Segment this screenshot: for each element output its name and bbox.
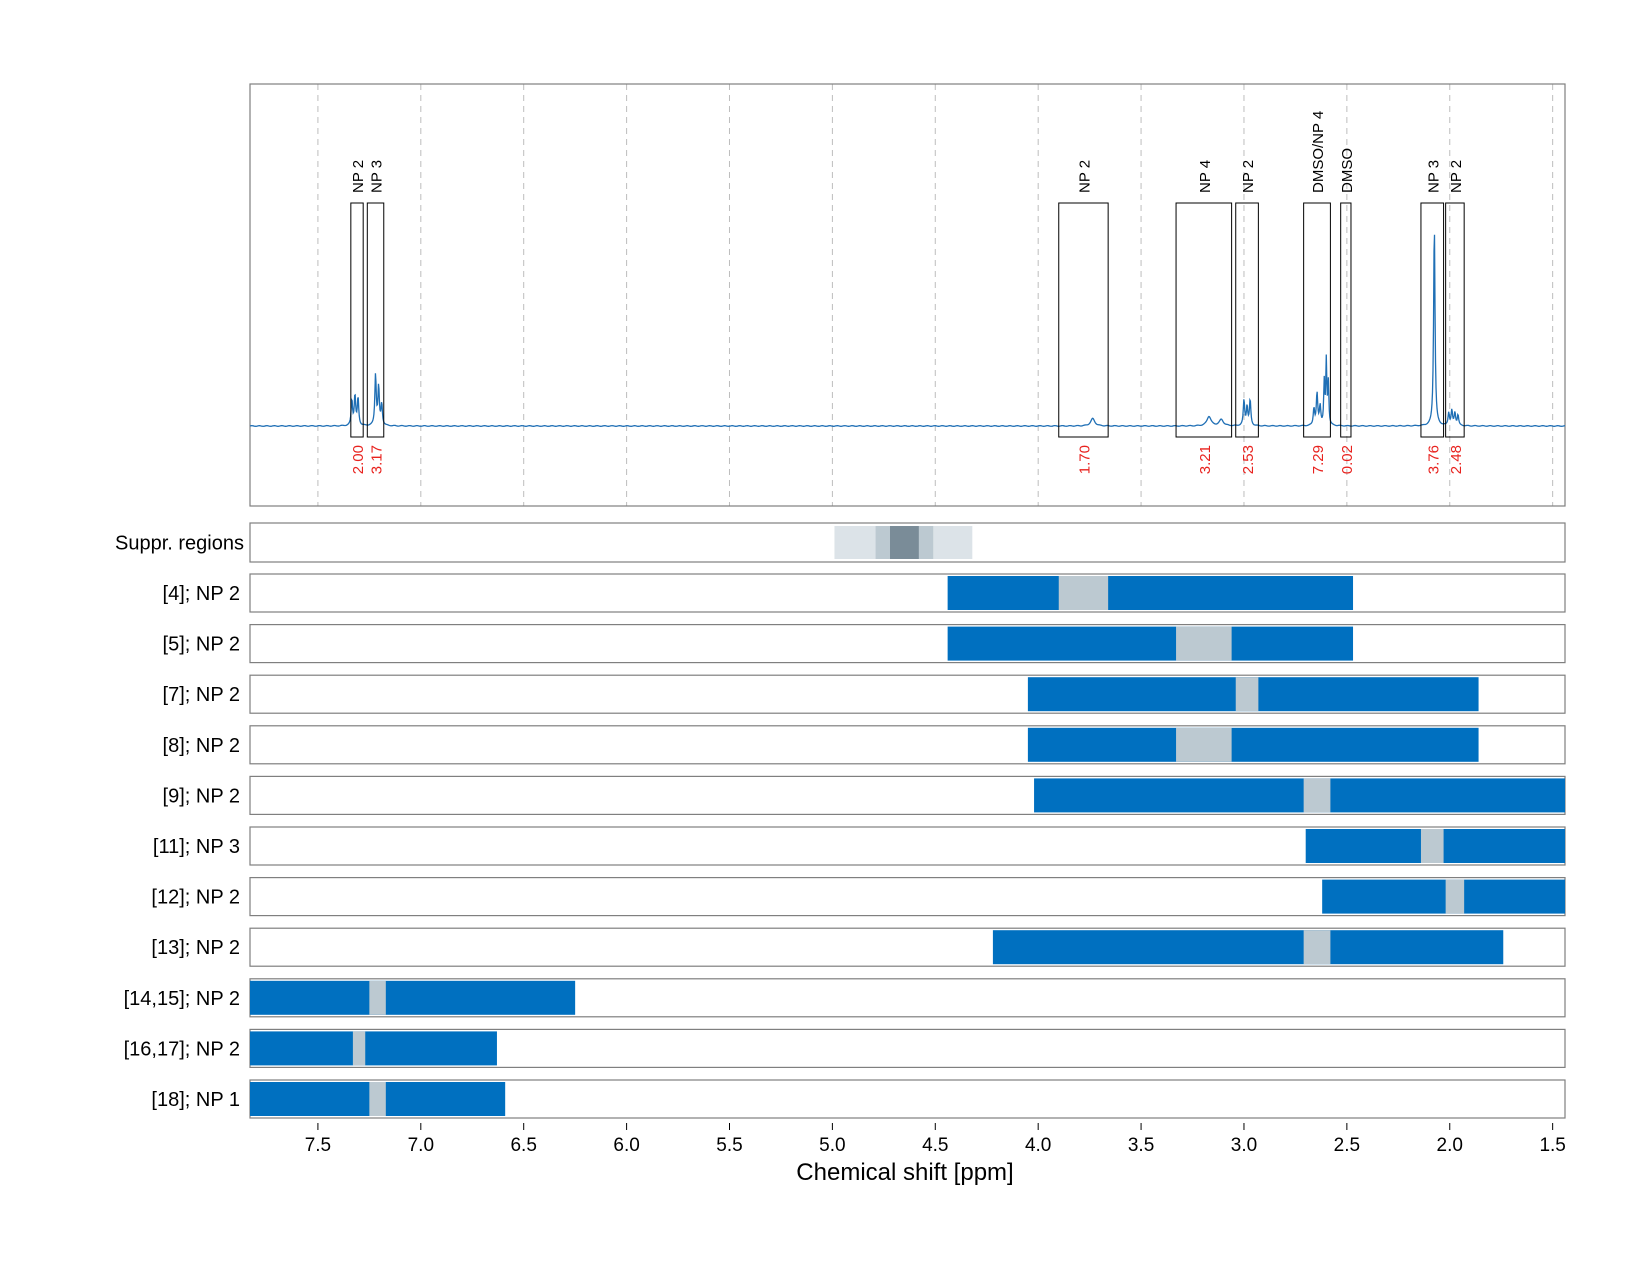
integration-label: DMSO/NP 4 xyxy=(1310,111,1327,193)
integration-window xyxy=(1235,677,1259,712)
range-bar xyxy=(250,1031,497,1066)
range-bar xyxy=(992,930,1504,965)
integration-label: NP 2 xyxy=(1240,160,1257,193)
x-tick-label: 1.5 xyxy=(1539,1135,1565,1156)
row-panel xyxy=(249,623,1566,664)
integration-box xyxy=(1445,202,1465,438)
integration-window xyxy=(1303,930,1331,965)
range-bar xyxy=(250,980,576,1015)
integration-window xyxy=(1058,576,1109,610)
integral-value: 3.21 xyxy=(1197,445,1214,474)
x-tick-label: 5.0 xyxy=(819,1135,845,1156)
x-tick-label: 7.5 xyxy=(305,1135,331,1156)
integral-value: 2.48 xyxy=(1448,445,1465,474)
range-bar xyxy=(947,626,1354,661)
integral-value: 2.00 xyxy=(350,445,367,474)
row-label: [8]; NP 2 xyxy=(163,735,240,757)
integration-window xyxy=(369,1082,386,1116)
integration-box xyxy=(1175,202,1233,438)
integration-label: NP 4 xyxy=(1197,160,1214,193)
integration-label: DMSO xyxy=(1339,148,1356,193)
integral-value: 3.76 xyxy=(1425,445,1442,474)
row-label: [9]; NP 2 xyxy=(163,785,240,807)
row-label: [11]; NP 3 xyxy=(153,836,240,858)
range-bar xyxy=(947,576,1354,610)
integration-label: NP 3 xyxy=(1425,160,1442,193)
integration-box xyxy=(1340,202,1352,438)
x-tick-label: 6.0 xyxy=(613,1135,639,1156)
integration-window xyxy=(1176,727,1232,762)
row-label: [7]; NP 2 xyxy=(163,684,240,706)
x-tick-label: 2.5 xyxy=(1334,1135,1360,1156)
spectrum-trace xyxy=(249,234,1566,427)
x-tick-label: 4.0 xyxy=(1025,1135,1051,1156)
x-tick-label: 3.0 xyxy=(1231,1135,1257,1156)
range-bar xyxy=(1027,727,1479,762)
row-label: [5]; NP 2 xyxy=(163,634,240,656)
row-label: [4]; NP 2 xyxy=(163,583,240,605)
row-label: [16,17]; NP 2 xyxy=(124,1038,240,1060)
integral-value: 2.53 xyxy=(1240,445,1257,474)
integral-value: 7.29 xyxy=(1310,445,1327,474)
range-bar xyxy=(1322,879,1565,914)
row-label: [13]; NP 2 xyxy=(151,937,240,959)
integral-value: 3.17 xyxy=(369,445,386,474)
integration-box xyxy=(1303,202,1331,438)
integration-box xyxy=(1420,202,1445,438)
row-label: [14,15]; NP 2 xyxy=(124,988,240,1010)
row-label: [12]; NP 2 xyxy=(151,887,240,909)
spectrum-panel xyxy=(249,83,1566,507)
x-tick-label: 3.5 xyxy=(1128,1135,1154,1156)
suppr-label: Suppr. regions xyxy=(115,533,244,555)
x-axis-title: Chemical shift [ppm] xyxy=(796,1159,1013,1186)
integration-box xyxy=(1235,202,1259,438)
integration-window xyxy=(352,1031,366,1066)
integration-box xyxy=(1058,202,1109,438)
integration-label: NP 2 xyxy=(1076,160,1093,193)
range-bar xyxy=(1034,778,1565,813)
x-tick-label: 7.0 xyxy=(408,1135,434,1156)
x-tick-label: 5.5 xyxy=(716,1135,742,1156)
row-label: [18]; NP 1 xyxy=(151,1089,240,1111)
x-tick-label: 4.5 xyxy=(922,1135,948,1156)
row-panel xyxy=(249,573,1566,613)
integration-window xyxy=(1445,879,1465,914)
integration-label: NP 3 xyxy=(369,160,386,193)
integration-label: NP 2 xyxy=(1448,160,1465,193)
integration-label: NP 2 xyxy=(350,160,367,193)
integral-value: 1.70 xyxy=(1076,445,1093,474)
integration-window xyxy=(1176,626,1232,661)
x-tick-label: 2.0 xyxy=(1437,1135,1463,1156)
integral-value: 0.02 xyxy=(1339,445,1356,474)
integration-box xyxy=(350,202,364,438)
x-tick-label: 6.5 xyxy=(510,1135,536,1156)
integration-box xyxy=(366,202,385,438)
integration-window xyxy=(1420,829,1444,863)
integration-window xyxy=(369,980,386,1015)
suppr-region xyxy=(890,526,919,559)
integration-window xyxy=(1303,778,1331,813)
